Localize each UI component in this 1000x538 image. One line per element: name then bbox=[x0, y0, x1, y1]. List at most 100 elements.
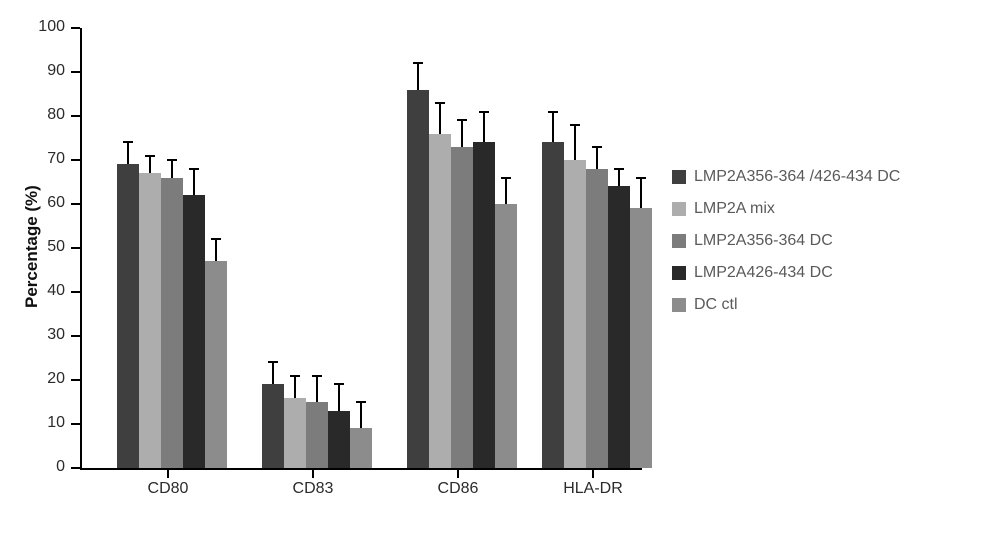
error-bar-cap bbox=[123, 141, 133, 143]
error-bar-cap bbox=[592, 146, 602, 148]
y-tick-label: 70 bbox=[31, 150, 65, 168]
error-bar-cap bbox=[413, 62, 423, 64]
legend-swatch bbox=[672, 170, 686, 184]
error-bar-line bbox=[640, 178, 642, 209]
error-bar-cap bbox=[501, 177, 511, 179]
bar bbox=[139, 173, 161, 468]
x-tick bbox=[457, 469, 459, 478]
error-bar-cap bbox=[290, 375, 300, 377]
y-tick-label: 90 bbox=[31, 62, 65, 80]
bar bbox=[183, 195, 205, 468]
error-bar-cap bbox=[334, 383, 344, 385]
error-bar-cap bbox=[356, 401, 366, 403]
bar bbox=[205, 261, 227, 468]
error-bar-line bbox=[127, 142, 129, 164]
error-bar-line bbox=[461, 120, 463, 146]
error-bar-line bbox=[618, 169, 620, 187]
y-tick-label: 40 bbox=[31, 282, 65, 300]
legend-swatch bbox=[672, 202, 686, 216]
y-tick bbox=[71, 203, 80, 205]
x-category-label: HLA-DR bbox=[538, 480, 648, 498]
x-category-label: CD80 bbox=[113, 480, 223, 498]
y-tick bbox=[71, 335, 80, 337]
error-bar-cap bbox=[548, 111, 558, 113]
error-bar-cap bbox=[570, 124, 580, 126]
y-tick bbox=[71, 247, 80, 249]
legend-item: LMP2A356-364 /426-434 DC bbox=[672, 168, 900, 186]
error-bar-cap bbox=[457, 119, 467, 121]
error-bar-line bbox=[272, 362, 274, 384]
error-bar-line bbox=[149, 156, 151, 174]
bar bbox=[161, 178, 183, 468]
x-tick bbox=[592, 469, 594, 478]
error-bar-cap bbox=[312, 375, 322, 377]
legend-swatch bbox=[672, 298, 686, 312]
legend-swatch bbox=[672, 234, 686, 248]
y-tick bbox=[71, 291, 80, 293]
legend-label: LMP2A356-364 DC bbox=[694, 232, 833, 250]
bar bbox=[350, 428, 372, 468]
error-bar-line bbox=[552, 112, 554, 143]
error-bar-line bbox=[360, 402, 362, 428]
y-tick-label: 80 bbox=[31, 106, 65, 124]
legend-item: LMP2A mix bbox=[672, 200, 900, 218]
y-tick bbox=[71, 71, 80, 73]
error-bar-cap bbox=[145, 155, 155, 157]
error-bar-cap bbox=[435, 102, 445, 104]
error-bar-cap bbox=[479, 111, 489, 113]
error-bar-line bbox=[417, 63, 419, 89]
y-tick bbox=[71, 115, 80, 117]
plot-area bbox=[80, 28, 642, 470]
x-category-label: CD83 bbox=[258, 480, 368, 498]
error-bar-cap bbox=[614, 168, 624, 170]
legend-item: DC ctl bbox=[672, 296, 900, 314]
legend-label: LMP2A426-434 DC bbox=[694, 264, 833, 282]
bar bbox=[608, 186, 630, 468]
error-bar-line bbox=[596, 147, 598, 169]
bar bbox=[284, 398, 306, 468]
error-bar-cap bbox=[211, 238, 221, 240]
error-bar-line bbox=[193, 169, 195, 195]
error-bar-line bbox=[338, 384, 340, 410]
error-bar-line bbox=[294, 376, 296, 398]
bar bbox=[407, 90, 429, 468]
error-bar-line bbox=[483, 112, 485, 143]
bar bbox=[473, 142, 495, 468]
y-tick-label: 30 bbox=[31, 326, 65, 344]
y-tick-label: 100 bbox=[31, 18, 65, 36]
y-tick bbox=[71, 423, 80, 425]
y-tick bbox=[71, 27, 80, 29]
error-bar-line bbox=[439, 103, 441, 134]
x-category-label: CD86 bbox=[403, 480, 513, 498]
x-tick bbox=[312, 469, 314, 478]
bar bbox=[262, 384, 284, 468]
bar bbox=[117, 164, 139, 468]
bar bbox=[542, 142, 564, 468]
legend-label: LMP2A mix bbox=[694, 200, 775, 218]
error-bar-line bbox=[316, 376, 318, 402]
error-bar-line bbox=[505, 178, 507, 204]
error-bar-line bbox=[171, 160, 173, 178]
y-tick-label: 60 bbox=[31, 194, 65, 212]
bar bbox=[306, 402, 328, 468]
bar bbox=[564, 160, 586, 468]
y-tick-label: 0 bbox=[31, 458, 65, 476]
error-bar-cap bbox=[189, 168, 199, 170]
y-tick-label: 50 bbox=[31, 238, 65, 256]
legend-label: LMP2A356-364 /426-434 DC bbox=[694, 168, 900, 186]
y-tick bbox=[71, 379, 80, 381]
legend-swatch bbox=[672, 266, 686, 280]
legend-item: LMP2A356-364 DC bbox=[672, 232, 900, 250]
bar bbox=[429, 134, 451, 468]
y-tick bbox=[71, 159, 80, 161]
bar bbox=[328, 411, 350, 468]
chart-container: Percentage (%) LMP2A356-364 /426-434 DCL… bbox=[0, 0, 1000, 538]
error-bar-cap bbox=[268, 361, 278, 363]
y-tick bbox=[71, 467, 80, 469]
legend: LMP2A356-364 /426-434 DC LMP2A mix LMP2A35… bbox=[672, 168, 900, 328]
bar bbox=[586, 169, 608, 468]
bar bbox=[495, 204, 517, 468]
error-bar-cap bbox=[167, 159, 177, 161]
bar bbox=[630, 208, 652, 468]
x-tick bbox=[167, 469, 169, 478]
